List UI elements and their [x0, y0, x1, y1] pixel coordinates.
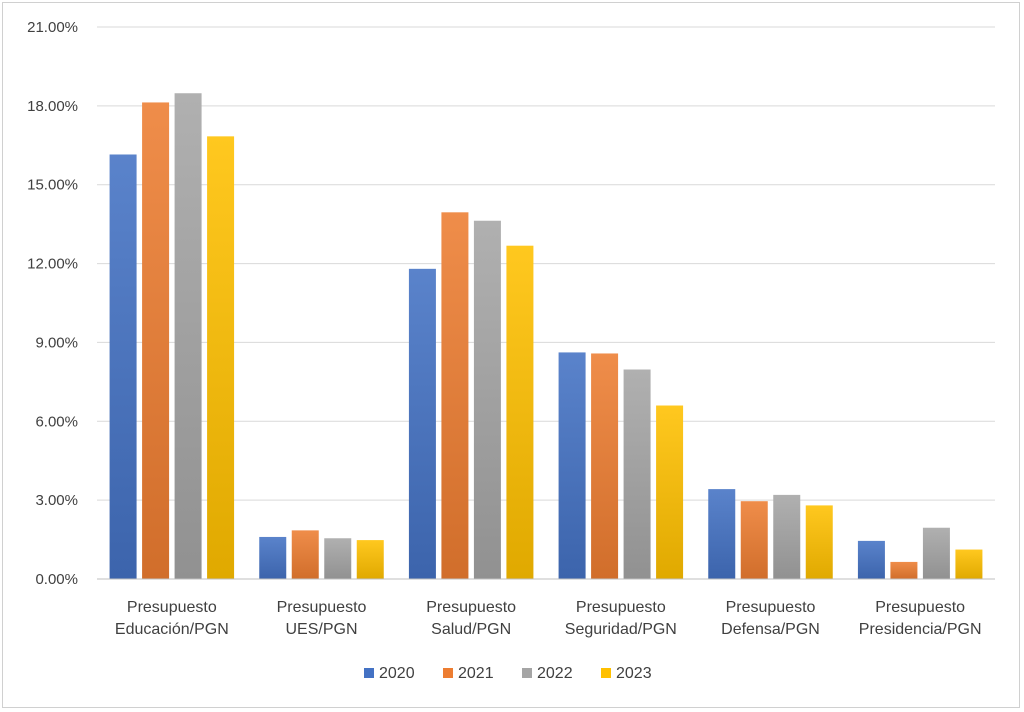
bar-2022-cat-1 — [324, 538, 352, 579]
bar-2023-cat-3 — [656, 405, 684, 579]
bar-2023-cat-5 — [955, 549, 983, 579]
y-tick-label: 3.00% — [35, 492, 78, 509]
x-category-label: Presupuesto Educación/PGN — [115, 599, 229, 638]
bar-2020-cat-0 — [109, 154, 137, 579]
legend-swatch — [364, 668, 374, 678]
y-tick-label: 9.00% — [35, 334, 78, 351]
x-category-label: Presupuesto Defensa/PGN — [721, 599, 820, 638]
y-tick-label: 12.00% — [27, 256, 78, 273]
legend-item-2022: 2022 — [522, 665, 573, 682]
y-tick-label: 21.00% — [27, 19, 78, 36]
bar-2021-cat-2 — [441, 212, 469, 580]
legend: 2020 2021 2022 2023 — [364, 665, 652, 682]
x-axis-category-labels: Presupuesto Educación/PGN Presupuesto UES/P… — [115, 599, 982, 638]
bar-2021-cat-5 — [890, 561, 918, 579]
bars — [109, 93, 983, 580]
x-category-label: Presupuesto Presidencia/PGN — [859, 599, 982, 638]
y-tick-label: 0.00% — [35, 571, 78, 588]
bar-2023-cat-0 — [207, 136, 235, 579]
x-category-label: Presupuesto Seguridad/PGN — [565, 599, 677, 638]
bar-2023-cat-2 — [506, 245, 534, 579]
legend-label: 2023 — [616, 665, 652, 682]
legend-swatch — [522, 668, 532, 678]
legend-item-2021: 2021 — [443, 665, 494, 682]
legend-item-2023: 2023 — [601, 665, 652, 682]
bar-2020-cat-5 — [857, 540, 885, 579]
legend-label: 2020 — [379, 665, 415, 682]
legend-label: 2021 — [458, 665, 494, 682]
x-category-label: Presupuesto UES/PGN — [277, 599, 367, 638]
bar-2022-cat-3 — [623, 369, 651, 579]
y-tick-label: 18.00% — [27, 98, 78, 115]
bar-2021-cat-4 — [740, 501, 768, 579]
bar-2021-cat-0 — [142, 102, 170, 579]
legend-label: 2022 — [537, 665, 573, 682]
bar-2023-cat-1 — [356, 540, 384, 579]
bar-2020-cat-1 — [259, 536, 287, 579]
bar-2021-cat-3 — [591, 353, 619, 579]
bar-2022-cat-0 — [174, 93, 202, 580]
bar-2022-cat-2 — [473, 220, 501, 579]
bar-2020-cat-2 — [408, 268, 436, 579]
y-axis-tick-labels: 0.00% 3.00% 6.00% 9.00% 12.00% 15.00% 18.00% 21… — [27, 19, 78, 588]
bar-2022-cat-4 — [773, 494, 801, 579]
legend-item-2020: 2020 — [364, 665, 415, 682]
bar-2020-cat-4 — [708, 489, 736, 579]
x-category-label: Presupuesto Salud/PGN — [426, 599, 516, 638]
bar-2022-cat-5 — [922, 527, 950, 579]
gridlines — [97, 26, 995, 501]
y-tick-label: 6.00% — [35, 413, 78, 430]
legend-swatch — [601, 668, 611, 678]
bar-2021-cat-1 — [291, 530, 319, 579]
bar-2020-cat-3 — [558, 352, 586, 579]
legend-swatch — [443, 668, 453, 678]
bar-2023-cat-4 — [805, 505, 833, 579]
y-tick-label: 15.00% — [27, 177, 78, 194]
